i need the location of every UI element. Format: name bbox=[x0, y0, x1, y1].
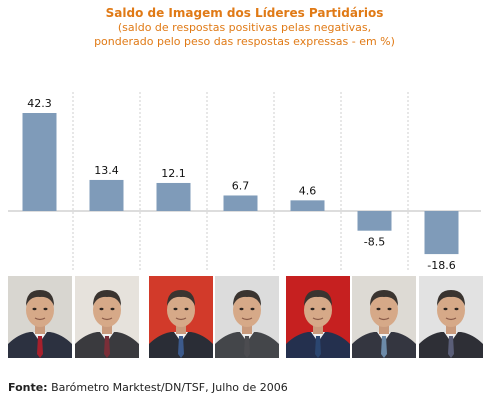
bar-2 bbox=[89, 179, 124, 211]
portrait-photo-icon bbox=[75, 276, 139, 358]
bar-value-label-3: 12.1 bbox=[161, 167, 186, 180]
source-label: Fonte: bbox=[8, 381, 48, 394]
bar-3 bbox=[156, 182, 191, 211]
bar-chart: 42.3 13.4 12.1 6.7 4.6 -8.5 -18.6 bbox=[8, 92, 481, 272]
bar-value-label-6: -8.5 bbox=[364, 236, 385, 249]
bar-value-label-4: 6.7 bbox=[232, 179, 250, 192]
bar-5 bbox=[290, 200, 325, 211]
leader-portrait-7 bbox=[419, 276, 483, 358]
bar-6 bbox=[357, 211, 392, 231]
bar-7 bbox=[424, 211, 459, 255]
source-note: Fonte: Barómetro Marktest/DN/TSF, Julho … bbox=[8, 381, 288, 394]
chart-subtitle-line-1: (saldo de respostas positivas pelas nega… bbox=[117, 21, 372, 34]
leader-portrait-5 bbox=[286, 276, 350, 358]
bar-value-label-1: 42.3 bbox=[27, 97, 52, 110]
source-text: Barómetro Marktest/DN/TSF, Julho de 2006 bbox=[51, 381, 288, 394]
leader-portrait-2 bbox=[75, 276, 139, 358]
leader-portrait-1 bbox=[8, 276, 72, 358]
chart-subtitle-line-2: ponderado pelo peso das respostas expres… bbox=[94, 35, 395, 48]
chart-header: Saldo de Imagem dos Líderes Partidários … bbox=[0, 6, 489, 49]
bar-value-label-2: 13.4 bbox=[94, 164, 119, 177]
leader-portrait-3 bbox=[149, 276, 213, 358]
leader-portrait-4 bbox=[215, 276, 279, 358]
portrait-photo-icon bbox=[419, 276, 483, 358]
bar-1 bbox=[22, 113, 57, 211]
leader-portrait-6 bbox=[352, 276, 416, 358]
bar-4 bbox=[223, 195, 258, 211]
portrait-photo-icon bbox=[215, 276, 279, 358]
chart-title: Saldo de Imagem dos Líderes Partidários bbox=[105, 6, 384, 20]
portrait-photo-icon bbox=[352, 276, 416, 358]
portrait-photo-icon bbox=[286, 276, 350, 358]
portrait-photo-icon bbox=[8, 276, 72, 358]
portrait-photo-icon bbox=[149, 276, 213, 358]
bar-value-label-5: 4.6 bbox=[299, 184, 317, 197]
bar-value-label-7: -18.6 bbox=[427, 259, 455, 272]
